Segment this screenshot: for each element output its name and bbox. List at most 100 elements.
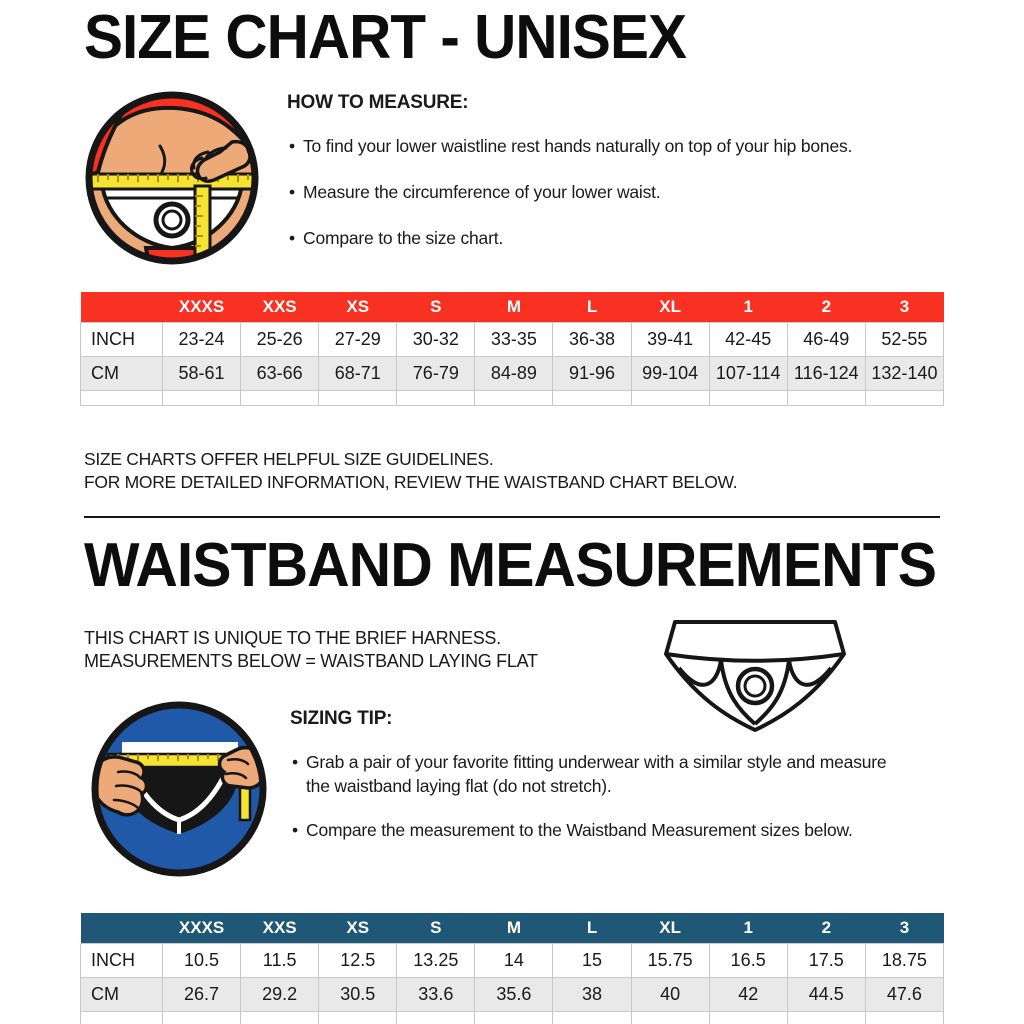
- value-cell: 42-45: [708, 321, 788, 357]
- empty-cell: [240, 1010, 320, 1024]
- page-title-text: SIZE CHART - UNISEX: [84, 4, 687, 70]
- column-header: M: [506, 917, 521, 937]
- column-header: XS: [346, 296, 370, 316]
- how-to-measure-bullet: Measure the circumference of your lower …: [287, 180, 987, 204]
- how-to-measure-bullet: Compare to the size chart.: [287, 226, 987, 250]
- empty-cell: [708, 389, 788, 406]
- value-cell: 52-55: [864, 321, 945, 357]
- empty-cell: [161, 389, 242, 406]
- column-header: L: [586, 296, 598, 316]
- empty-cell: [864, 389, 945, 406]
- sizing-tip-list: Grab a pair of your favorite fitting und…: [290, 750, 908, 842]
- section-divider: [84, 516, 940, 518]
- value-cell: 30.5: [318, 976, 398, 1012]
- row-label: INCH: [80, 942, 163, 978]
- value-cell: 11.5: [240, 942, 320, 978]
- row-label: CM: [80, 355, 163, 391]
- waistband-table: XXXS XXS XS S M L XL 1 2 3 INCH 10.5 11.5 12.5 13.25 14…: [80, 913, 945, 1024]
- empty-cell: [630, 389, 710, 406]
- value-cell: 12.5: [318, 942, 398, 978]
- empty-cell: [864, 1010, 945, 1024]
- value-cell: 15: [552, 942, 632, 978]
- column-header: 3: [899, 917, 910, 937]
- empty-cell: [318, 389, 398, 406]
- value-cell: 30-32: [396, 321, 476, 357]
- value-cell: 68-71: [318, 355, 398, 391]
- row-label: CM: [80, 976, 163, 1012]
- column-header: 1: [743, 296, 753, 316]
- column-header: M: [506, 296, 521, 316]
- empty-cell: [80, 389, 163, 406]
- empty-cell: [161, 1010, 242, 1024]
- how-to-measure-list: To find your lower waistline rest hands …: [287, 134, 987, 250]
- value-cell: 132-140: [864, 355, 945, 391]
- measure-waist-illustration-icon: [85, 91, 259, 265]
- value-cell: 15.75: [630, 942, 710, 978]
- value-cell: 40: [630, 976, 710, 1012]
- empty-cell: [630, 1010, 710, 1024]
- how-to-measure-bullet: To find your lower waistline rest hands …: [287, 134, 987, 158]
- value-cell: 63-66: [240, 355, 320, 391]
- how-to-measure-section: HOW TO MEASURE: To find your lower waist…: [287, 92, 987, 272]
- flat-measure-illustration-icon: [91, 701, 267, 877]
- table-row: INCH 23-24 25-26 27-29 30-32 33-35 36-38 39-41 4…: [80, 321, 945, 357]
- column-header: S: [430, 917, 442, 937]
- empty-cell: [80, 1010, 163, 1024]
- empty-cell: [474, 1010, 554, 1024]
- empty-cell: [708, 1010, 788, 1024]
- value-cell: 14: [474, 942, 554, 978]
- waistband-note-line-2: MEASUREMENTS BELOW = WAISTBAND LAYING FL…: [84, 651, 538, 671]
- waistband-section-title: WAISTBAND MEASUREMENTS: [84, 532, 937, 598]
- value-cell: 10.5: [161, 942, 242, 978]
- empty-cell: [786, 389, 866, 406]
- value-cell: 46-49: [786, 321, 866, 357]
- column-header: 3: [899, 296, 910, 316]
- waistband-note: THIS CHART IS UNIQUE TO THE BRIEF HARNES…: [84, 627, 684, 673]
- value-cell: 33.6: [396, 976, 476, 1012]
- page-title: SIZE CHART - UNISEX: [84, 4, 688, 70]
- waistband-title-text: WAISTBAND MEASUREMENTS: [84, 532, 936, 598]
- corner-cell: [81, 913, 163, 943]
- column-header: S: [430, 296, 442, 316]
- column-header: XXXS: [178, 917, 225, 937]
- header-row: XXXS XXS XS S M L XL 1 2 3: [80, 292, 944, 322]
- value-cell: 25-26: [240, 321, 320, 357]
- table-row: INCH 10.5 11.5 12.5 13.25 14 15 15.75 16.5 17.5 18…: [80, 942, 945, 978]
- column-header: XXXS: [178, 296, 225, 316]
- table-row: CM 26.7 29.2 30.5 33.6 35.6 38 40 42 44.5 47.6: [80, 976, 945, 1012]
- value-cell: 116-124: [786, 355, 866, 391]
- value-cell: 35.6: [474, 976, 554, 1012]
- empty-cell: [318, 1010, 398, 1024]
- sizing-tip-section: SIZING TIP: Grab a pair of your favorite…: [290, 708, 908, 862]
- value-cell: 16.5: [708, 942, 788, 978]
- empty-cell: [396, 1010, 476, 1024]
- sizing-tip-bullet: Grab a pair of your favorite fitting und…: [290, 750, 908, 798]
- value-cell: 99-104: [630, 355, 710, 391]
- value-cell: 76-79: [396, 355, 476, 391]
- guidelines-note: SIZE CHARTS OFFER HELPFUL SIZE GUIDELINE…: [84, 448, 964, 494]
- value-cell: 23-24: [161, 321, 242, 357]
- empty-row: [80, 1010, 945, 1024]
- sizing-tip-bullet: Compare the measurement to the Waistband…: [290, 818, 908, 842]
- waistband-note-line-1: THIS CHART IS UNIQUE TO THE BRIEF HARNES…: [84, 628, 501, 648]
- value-cell: 27-29: [318, 321, 398, 357]
- value-cell: 33-35: [474, 321, 554, 357]
- column-header: XXS: [262, 917, 297, 937]
- value-cell: 17.5: [786, 942, 866, 978]
- column-header: XS: [346, 917, 370, 937]
- value-cell: 47.6: [864, 976, 945, 1012]
- value-cell: 42: [708, 976, 788, 1012]
- value-cell: 91-96: [552, 355, 632, 391]
- value-cell: 84-89: [474, 355, 554, 391]
- empty-row: [80, 389, 945, 406]
- sizing-tip-heading: SIZING TIP:: [290, 708, 393, 729]
- size-table: XXXS XXS XS S M L XL 1 2 3 INCH 23-24 25-26 27-29 30-3…: [80, 292, 945, 406]
- value-cell: 13.25: [396, 942, 476, 978]
- empty-cell: [552, 1010, 632, 1024]
- empty-cell: [240, 389, 320, 406]
- value-cell: 39-41: [630, 321, 710, 357]
- column-header: 1: [743, 917, 753, 937]
- column-header: 2: [821, 917, 832, 937]
- table-row: CM 58-61 63-66 68-71 76-79 84-89 91-96 99-104 10…: [80, 355, 945, 391]
